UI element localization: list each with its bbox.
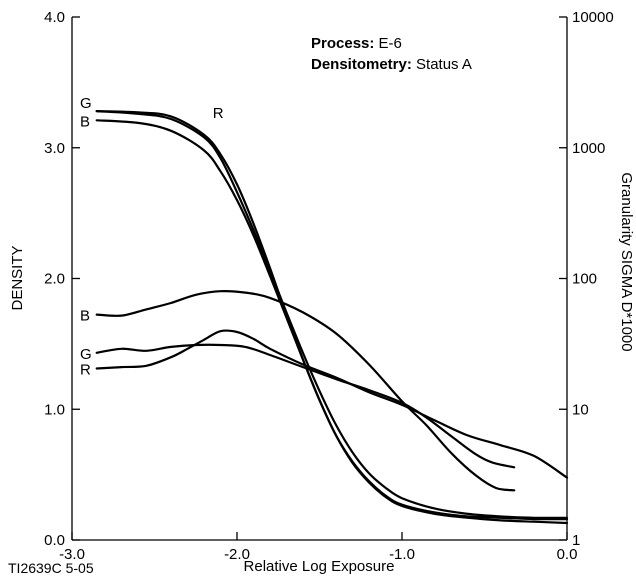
process-value: E-6 <box>374 35 402 52</box>
y2-axis-title: Granularity SIGMA D*1000 <box>618 172 635 351</box>
granularity-curve-g <box>95 343 516 469</box>
granularity-label-r: R <box>80 361 91 378</box>
y2-tick-label: 100 <box>572 271 597 288</box>
granularity-label-b: B <box>80 308 90 325</box>
density-label-r: R <box>213 105 224 122</box>
y2-tick-label: 10000 <box>572 9 614 26</box>
x-axis-title: Relative Log Exposure <box>244 558 395 575</box>
granularity-label-g: G <box>80 346 92 363</box>
density-curve-r <box>95 110 569 519</box>
y-axis-title: DENSITY <box>9 245 26 310</box>
density-label-g: G <box>80 95 92 112</box>
y2-tick-label: 10 <box>572 401 589 418</box>
density-curve-b <box>95 119 569 525</box>
granularity-curve-r <box>95 329 569 479</box>
densitometry-label: Densitometry: <box>311 56 412 73</box>
process-annotation: Process: E-6 <box>311 35 402 52</box>
x-tick-label: 0.0 <box>557 546 578 563</box>
y2-tick-label: 1 <box>572 532 580 549</box>
y-tick-label: 4.0 <box>44 9 65 26</box>
densitometry-value: Status A <box>412 56 472 73</box>
x-tick-label: -3.0 <box>59 546 85 563</box>
density-label-b: B <box>80 113 90 130</box>
y-tick-label: 0.0 <box>44 532 65 549</box>
x-tick-label: -1.0 <box>389 546 415 563</box>
densitometry-annotation: Densitometry: Status A <box>311 56 472 73</box>
process-label: Process: <box>311 35 374 52</box>
granularity-curve-b <box>95 289 516 492</box>
chart-ticks: -3.0 -2.0 -1.0 0.0 0.0 1.0 2.0 3.0 4.0 1 10 100 1000… <box>44 9 614 563</box>
density-curve-g <box>95 110 569 521</box>
figure-code: TI2639C 5-05 <box>8 560 94 576</box>
y-tick-label: 3.0 <box>44 140 65 157</box>
chart-curves <box>95 110 569 525</box>
y-tick-label: 2.0 <box>44 271 65 288</box>
x-tick-label: -2.0 <box>224 546 250 563</box>
y2-tick-label: 1000 <box>572 140 605 157</box>
y-tick-label: 1.0 <box>44 401 65 418</box>
